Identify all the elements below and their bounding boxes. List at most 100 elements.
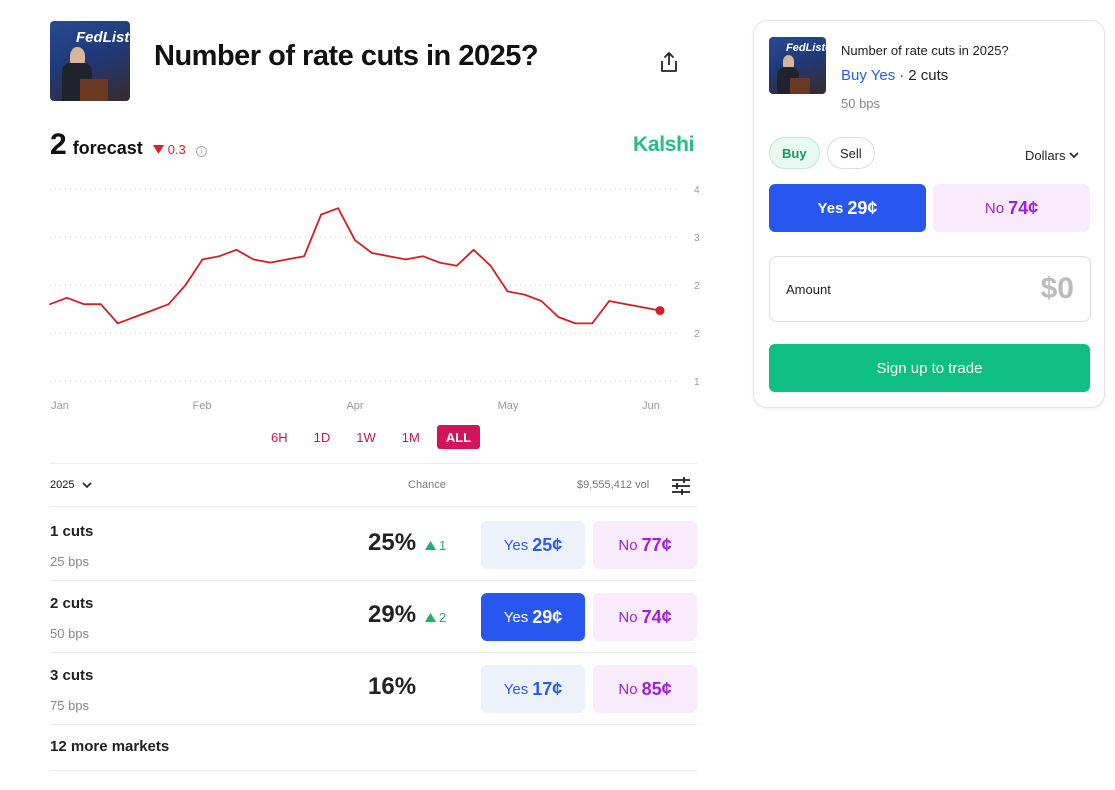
data-point	[116, 322, 119, 325]
y-tick-label: 2	[694, 281, 700, 292]
no-price: 74¢	[641, 606, 672, 627]
yes-label: Yes	[503, 536, 529, 554]
buy-yes-text: Buy Yes	[841, 67, 896, 84]
amount-field[interactable]: Amount $0	[769, 256, 1091, 322]
data-point	[371, 252, 373, 254]
range-button-1m[interactable]: 1M	[401, 429, 420, 445]
range-button-1d[interactable]: 1D	[313, 429, 331, 445]
triangle-down-icon	[152, 145, 164, 154]
info-icon[interactable]: i	[195, 146, 207, 157]
data-point	[472, 249, 475, 251]
range-button-all[interactable]: ALL	[436, 425, 481, 449]
trade-panel: FedListens Number of rate cuts in 2025? …	[753, 20, 1105, 408]
range-button-6h[interactable]: 6H	[271, 429, 288, 445]
more-markets-link[interactable]: 12 more markets	[50, 738, 170, 755]
chance-header: Chance	[408, 479, 446, 491]
sliders-icon[interactable]	[670, 475, 692, 497]
outcome-chance: 16%	[368, 673, 417, 700]
data-point	[83, 303, 85, 305]
page-title: Number of rate cuts in 2025?	[154, 40, 539, 72]
data-point	[608, 300, 610, 302]
y-tick-label: 2	[694, 329, 700, 340]
chance-change-value: 1	[439, 538, 447, 553]
divider	[50, 463, 697, 464]
yes-price: 17¢	[532, 678, 563, 699]
data-point	[625, 303, 627, 305]
panel-yes-button[interactable]: Yes 29¢	[769, 184, 926, 232]
signup-button[interactable]: Sign up to trade	[769, 344, 1090, 392]
data-point	[557, 316, 560, 318]
no-label: No	[618, 608, 638, 626]
data-point	[201, 258, 204, 261]
no-label: No	[618, 536, 638, 554]
series-line	[49, 207, 661, 325]
data-point	[269, 261, 272, 264]
triangle-up-icon	[425, 613, 436, 622]
forecast-summary: 2 forecast 0.3 i	[50, 128, 207, 162]
separator-dot: ·	[899, 67, 905, 84]
no-label: No	[618, 680, 638, 698]
outcome-bps: 50 bps	[50, 626, 90, 641]
y-tick-label: 3	[694, 233, 700, 244]
yes-price: 25¢	[532, 534, 563, 555]
thumbnail-text: FedListens	[786, 42, 826, 54]
x-tick-label: Jan	[51, 400, 69, 412]
outcome-bps: 75 bps	[50, 698, 90, 713]
buy-tab[interactable]: Buy	[769, 137, 820, 169]
outcome-name: 3 cuts	[50, 667, 94, 684]
data-point	[388, 255, 390, 257]
amount-value: $0	[1040, 272, 1074, 305]
table-header: 2025 Chance $9,555,412 vol	[50, 473, 697, 497]
panel-thumbnail: FedListens	[769, 37, 826, 94]
divider	[50, 652, 697, 653]
y-tick-label: 1	[694, 377, 700, 388]
table-row: 3 cuts 75 bps 16% Yes 17¢ No 85¢	[50, 651, 697, 723]
currency-label: Dollars	[1025, 148, 1066, 163]
thumbnail-text: FedListens	[76, 29, 130, 46]
outcome-chance: 25%	[368, 529, 417, 556]
data-point	[506, 290, 509, 293]
yes-price: 29¢	[847, 197, 878, 218]
data-point	[489, 265, 492, 267]
divider	[50, 580, 697, 581]
data-point	[49, 303, 51, 305]
range-button-1w[interactable]: 1W	[356, 429, 376, 445]
outcome-chance: 29%	[368, 601, 417, 628]
divider	[50, 724, 697, 725]
no-price: 77¢	[641, 534, 672, 555]
buy-no-button[interactable]: No 85¢	[593, 665, 697, 713]
currency-select[interactable]: Dollars	[1025, 148, 1080, 163]
range-selector: 6H 1D 1W 1M ALL	[262, 425, 481, 449]
data-point	[303, 255, 305, 257]
buy-no-button[interactable]: No 77¢	[593, 521, 697, 569]
panel-no-button[interactable]: No 74¢	[933, 184, 1090, 232]
chance-change-value: 2	[439, 610, 447, 625]
chance-change: 1	[425, 538, 446, 553]
year-select[interactable]: 2025	[50, 479, 93, 491]
data-point	[150, 309, 153, 312]
panel-title: Number of rate cuts in 2025?	[841, 43, 1009, 58]
buy-yes-button[interactable]: Yes 25¢	[481, 521, 585, 569]
buy-yes-button[interactable]: Yes 29¢	[481, 593, 585, 641]
no-price: 85¢	[641, 678, 672, 699]
data-point	[235, 249, 238, 251]
divider	[50, 506, 697, 507]
outcome-bps: 25 bps	[50, 554, 90, 569]
forecast-delta-value: 0.3	[167, 142, 186, 157]
sell-tab[interactable]: Sell	[827, 137, 875, 169]
chevron-down-icon	[82, 481, 93, 488]
forecast-chart: 4 3 2 2 1 Jan Feb Apr May Jun	[49, 185, 700, 412]
forecast-label: forecast	[72, 138, 143, 158]
outcome-name: 1 cuts	[50, 523, 94, 540]
forecast-value: 2	[50, 128, 67, 161]
panel-bps: 50 bps	[841, 96, 881, 111]
no-label: No	[984, 199, 1005, 217]
buy-no-button[interactable]: No 74¢	[593, 593, 697, 641]
triangle-up-icon	[425, 541, 436, 550]
data-point	[405, 258, 407, 261]
buy-yes-button[interactable]: Yes 17¢	[481, 665, 585, 713]
yes-price: 29¢	[532, 606, 563, 627]
share-icon[interactable]	[658, 50, 680, 74]
brand-logo: Kalshi	[633, 133, 695, 156]
divider	[50, 770, 697, 771]
